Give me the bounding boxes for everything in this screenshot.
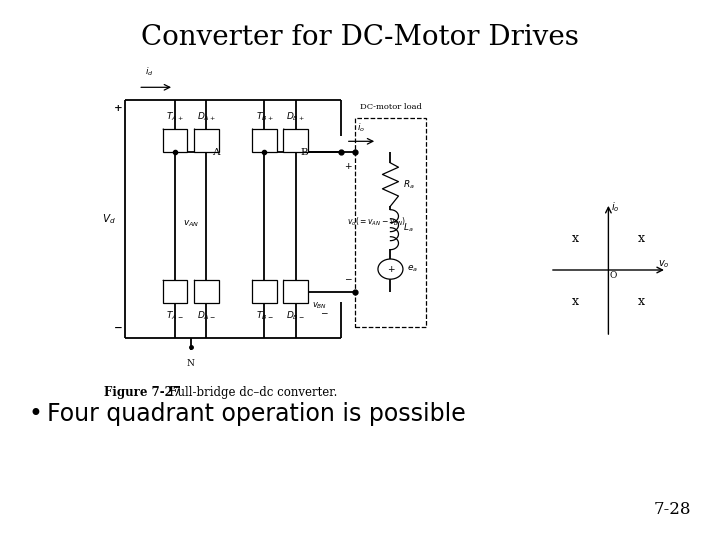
Text: $e_a$: $e_a$ [408,264,418,274]
Text: Figure 7-27: Figure 7-27 [104,386,181,399]
Text: $L_a$: $L_a$ [403,221,413,234]
Bar [194,280,219,303]
Text: −: − [320,309,328,318]
Bar [194,129,219,152]
Text: $i_o$: $i_o$ [357,122,366,134]
Text: 7-28: 7-28 [654,502,691,518]
Text: $v_{BN}$: $v_{BN}$ [312,301,328,311]
Text: $D_{A+}$: $D_{A+}$ [197,111,216,123]
Text: A: A [212,147,219,157]
Text: Four quadrant operation is possible: Four quadrant operation is possible [47,402,466,426]
Text: $v_{AN}$: $v_{AN}$ [183,219,199,230]
Text: x: x [572,232,578,245]
Text: $i_d$: $i_d$ [145,66,153,78]
Text: $v_o$: $v_o$ [658,258,670,269]
Text: x: x [572,295,578,308]
Text: $D_{B+}$: $D_{B+}$ [286,111,305,123]
Text: $T_{B+}$: $T_{B+}$ [256,111,273,123]
Text: x: x [639,232,645,245]
Text: $T_{A-}$: $T_{A-}$ [166,310,184,322]
Text: −: − [344,274,352,284]
Text: $D_{B-}$: $D_{B-}$ [286,310,305,322]
Text: $i_o$: $i_o$ [611,200,620,214]
Text: N: N [186,359,194,368]
Text: $R_a$: $R_a$ [403,178,415,191]
Text: +: + [344,162,352,171]
Text: Converter for DC-Motor Drives: Converter for DC-Motor Drives [141,24,579,51]
Text: O: O [610,271,617,280]
Text: +: + [114,104,122,113]
Text: $T_{A+}$: $T_{A+}$ [166,111,184,123]
Bar [252,129,276,152]
Bar [284,129,308,152]
Bar [355,118,426,327]
Text: $V_d$: $V_d$ [102,212,116,226]
Text: DC-motor load: DC-motor load [359,103,421,111]
Bar [163,280,187,303]
Text: $T_{B-}$: $T_{B-}$ [256,310,273,322]
Text: $D_{A-}$: $D_{A-}$ [197,310,216,322]
Text: x: x [639,295,645,308]
Bar [284,280,308,303]
Text: B: B [301,147,309,157]
Text: •: • [29,402,42,426]
Text: Full-bridge dc–dc converter.: Full-bridge dc–dc converter. [158,386,338,399]
Circle shape [378,259,403,279]
Bar [163,129,187,152]
Text: +: + [387,265,395,274]
Text: $v_o (= v_{AN} - v_{BN})$: $v_o (= v_{AN} - v_{BN})$ [347,215,405,228]
Bar [252,280,276,303]
Text: −: − [114,324,122,333]
